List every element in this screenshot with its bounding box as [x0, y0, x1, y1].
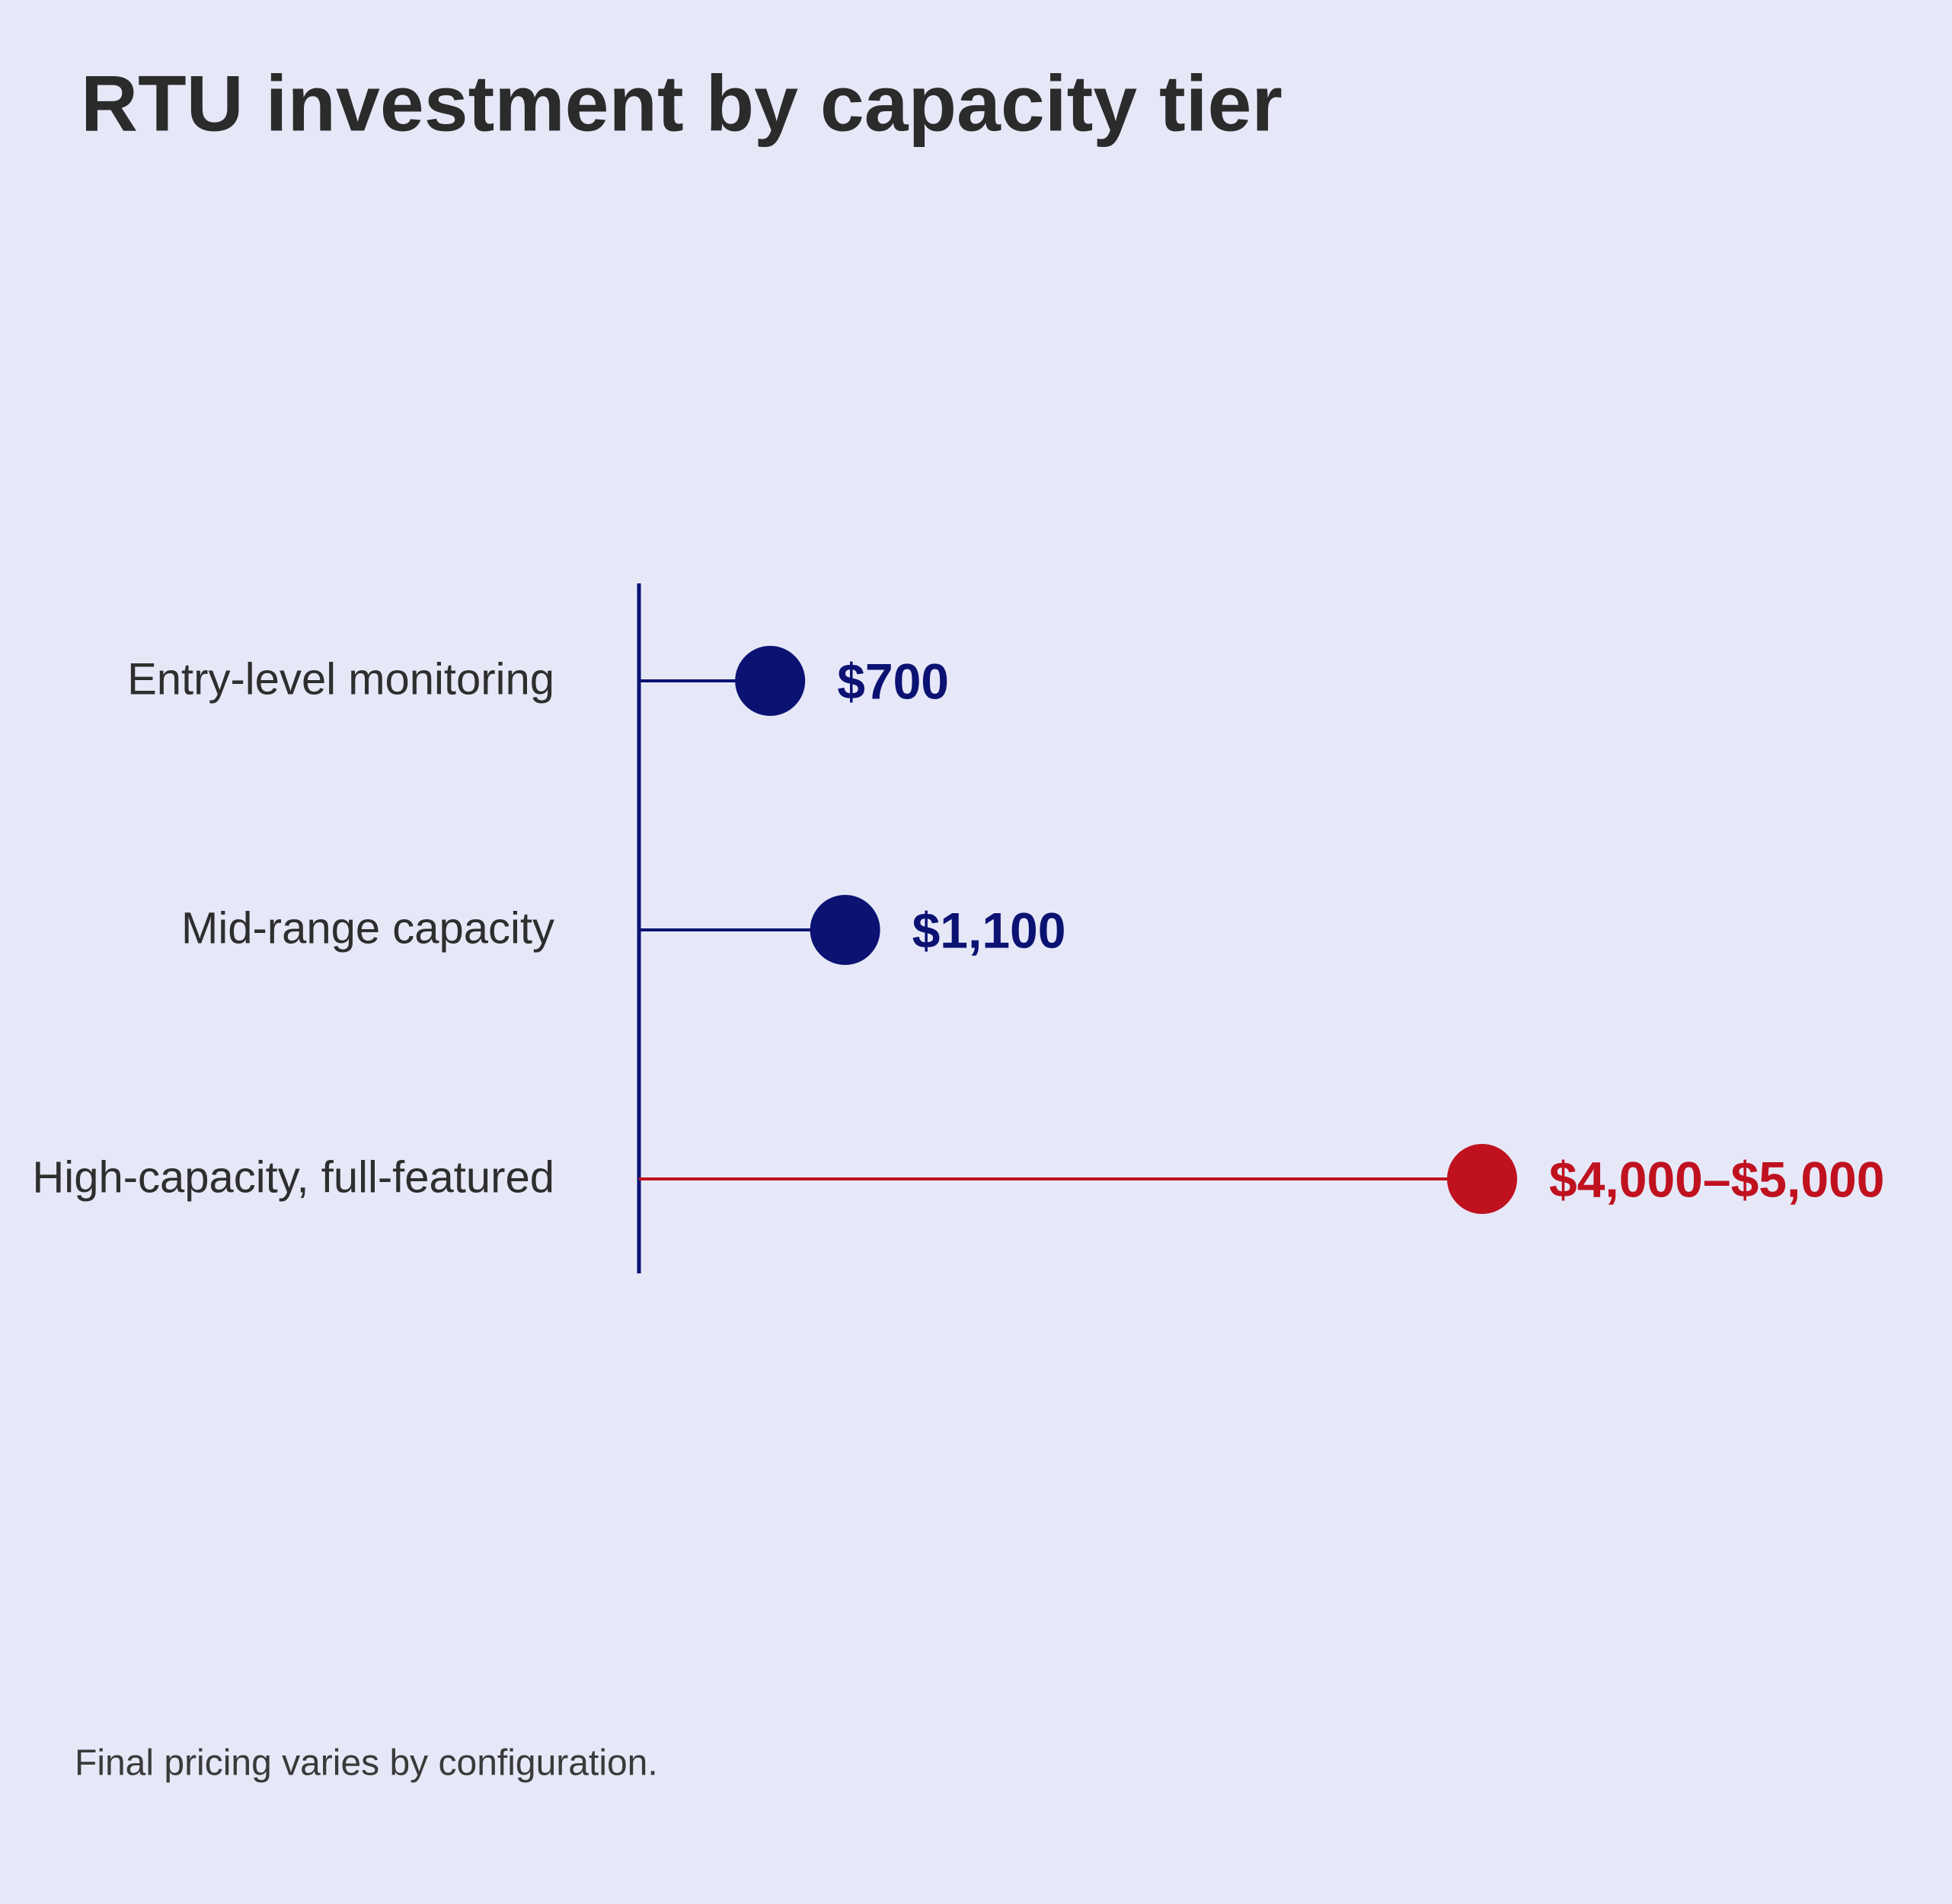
category-label: Entry-level monitoring	[127, 654, 554, 704]
footnote: Final pricing varies by configuration.	[75, 1743, 658, 1784]
chart-title: RTU investment by capacity tier	[81, 59, 1283, 148]
dot	[1447, 1144, 1517, 1214]
category-label: Mid-range capacity	[181, 903, 554, 953]
dot	[735, 646, 806, 716]
value-label: $4,000–$5,000	[1549, 1151, 1884, 1207]
category-label: High-capacity, full-featured	[32, 1152, 554, 1202]
dot	[810, 895, 880, 965]
value-label: $700	[837, 653, 949, 709]
value-label: $1,100	[912, 902, 1066, 958]
